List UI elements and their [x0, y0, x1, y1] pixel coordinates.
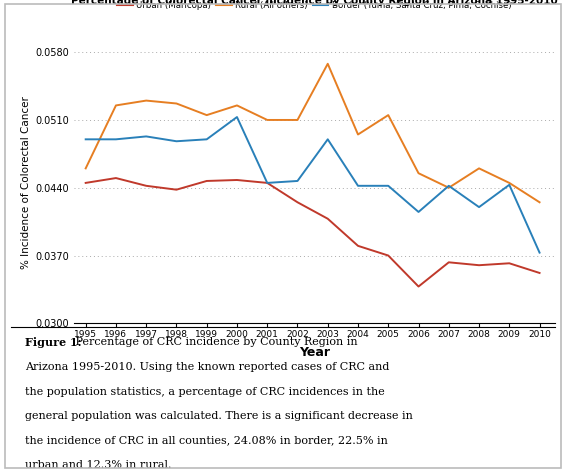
Border (Yuma, Santa Cruz, Pima, Cochise): [264, 180, 271, 185]
X-axis label: Year: Year: [299, 346, 329, 359]
Urban (Maricopa): [536, 270, 543, 276]
Urban (Maricopa): [355, 243, 362, 249]
Title: Percentage of Colorectal Cancer Incidence by County Region in Arizona 1995-2010: Percentage of Colorectal Cancer Incidenc…: [71, 0, 558, 6]
Text: the population statistics, a percentage of CRC incidences in the: the population statistics, a percentage …: [25, 387, 385, 396]
Text: Figure 1:: Figure 1:: [25, 337, 82, 348]
Rural (All others): [415, 170, 422, 176]
Text: Arizona 1995-2010. Using the known reported cases of CRC and: Arizona 1995-2010. Using the known repor…: [25, 362, 390, 372]
Rural (All others): [234, 102, 241, 108]
Rural (All others): [536, 200, 543, 205]
Urban (Maricopa): [385, 253, 392, 258]
Urban (Maricopa): [173, 187, 180, 193]
Rural (All others): [385, 112, 392, 118]
Rural (All others): [143, 98, 149, 103]
Border (Yuma, Santa Cruz, Pima, Cochise): [234, 114, 241, 120]
Border (Yuma, Santa Cruz, Pima, Cochise): [113, 136, 119, 142]
Rural (All others): [475, 166, 482, 171]
Border (Yuma, Santa Cruz, Pima, Cochise): [385, 183, 392, 189]
Border (Yuma, Santa Cruz, Pima, Cochise): [475, 204, 482, 210]
Urban (Maricopa): [143, 183, 149, 189]
Text: Percentage of CRC incidence by County Region in: Percentage of CRC incidence by County Re…: [72, 337, 358, 347]
Urban (Maricopa): [445, 260, 452, 265]
Line: Rural (All others): Rural (All others): [85, 64, 539, 202]
Rural (All others): [294, 117, 301, 123]
Rural (All others): [355, 132, 362, 137]
Rural (All others): [506, 180, 513, 185]
Border (Yuma, Santa Cruz, Pima, Cochise): [355, 183, 362, 189]
Border (Yuma, Santa Cruz, Pima, Cochise): [173, 138, 180, 144]
Urban (Maricopa): [294, 200, 301, 205]
Border (Yuma, Santa Cruz, Pima, Cochise): [82, 136, 89, 142]
Text: urban and 12.3% in rural.: urban and 12.3% in rural.: [25, 460, 172, 470]
Urban (Maricopa): [264, 180, 271, 185]
Line: Border (Yuma, Santa Cruz, Pima, Cochise): Border (Yuma, Santa Cruz, Pima, Cochise): [85, 117, 539, 253]
Urban (Maricopa): [234, 177, 241, 183]
Urban (Maricopa): [415, 284, 422, 289]
Rural (All others): [264, 117, 271, 123]
Text: the incidence of CRC in all counties, 24.08% in border, 22.5% in: the incidence of CRC in all counties, 24…: [25, 436, 388, 446]
Border (Yuma, Santa Cruz, Pima, Cochise): [294, 178, 301, 184]
Y-axis label: % Incidence of Colorectal Cancer: % Incidence of Colorectal Cancer: [22, 96, 32, 270]
Urban (Maricopa): [113, 175, 119, 181]
Text: general population was calculated. There is a significant decrease in: general population was calculated. There…: [25, 411, 413, 421]
Border (Yuma, Santa Cruz, Pima, Cochise): [506, 182, 513, 188]
Border (Yuma, Santa Cruz, Pima, Cochise): [415, 209, 422, 215]
Border (Yuma, Santa Cruz, Pima, Cochise): [203, 136, 210, 142]
Urban (Maricopa): [324, 216, 331, 221]
Border (Yuma, Santa Cruz, Pima, Cochise): [536, 250, 543, 255]
Legend: Urban (Maricopa), Rural (All others), Border (Yuma, Santa Cruz, Pima, Cochise): Urban (Maricopa), Rural (All others), Bo…: [114, 0, 514, 14]
Urban (Maricopa): [82, 180, 89, 185]
Rural (All others): [113, 102, 119, 108]
Urban (Maricopa): [203, 178, 210, 184]
Border (Yuma, Santa Cruz, Pima, Cochise): [324, 136, 331, 142]
Border (Yuma, Santa Cruz, Pima, Cochise): [445, 183, 452, 189]
Border (Yuma, Santa Cruz, Pima, Cochise): [143, 134, 149, 139]
Rural (All others): [82, 166, 89, 171]
Rural (All others): [203, 112, 210, 118]
Urban (Maricopa): [475, 262, 482, 268]
Rural (All others): [173, 101, 180, 106]
Rural (All others): [445, 185, 452, 191]
Urban (Maricopa): [506, 261, 513, 266]
Line: Urban (Maricopa): Urban (Maricopa): [85, 178, 539, 287]
Rural (All others): [324, 61, 331, 67]
